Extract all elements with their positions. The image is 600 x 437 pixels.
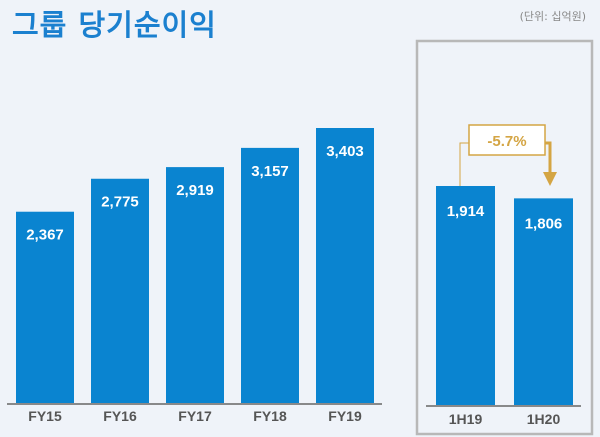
bar-FY15 — [16, 211, 74, 403]
tick-label-FY19: FY19 — [328, 408, 362, 424]
data-label-FY19: 3,403 — [326, 143, 364, 160]
change-label-box — [468, 124, 546, 156]
bar-1H20 — [514, 198, 573, 405]
down-arrow-shaft — [545, 141, 552, 172]
tick-label-FY18: FY18 — [253, 408, 287, 424]
data-label-1H20: 1,806 — [525, 215, 563, 232]
tick-label-1H19: 1H19 — [449, 411, 483, 427]
data-label-FY17: 2,919 — [176, 182, 214, 199]
bar-FY19 — [316, 128, 374, 403]
highlight-box — [415, 39, 594, 436]
tick-label-FY15: FY15 — [28, 408, 62, 424]
bar-FY17 — [166, 167, 224, 403]
unit-label: (단위: 십억원) — [519, 10, 586, 23]
data-label-1H19: 1,914 — [447, 203, 485, 220]
data-label-FY16: 2,775 — [101, 194, 139, 211]
connector-line — [459, 142, 469, 186]
page-title: 그룹 당기순이익 — [12, 8, 217, 42]
bar-FY16 — [91, 178, 149, 403]
tick-label-1H20: 1H20 — [527, 411, 561, 427]
data-label-FY18: 3,157 — [251, 163, 289, 180]
bar-FY18 — [241, 147, 299, 403]
tick-label-FY17: FY17 — [178, 408, 212, 424]
down-arrow-icon — [543, 172, 557, 186]
data-label-FY15: 2,367 — [26, 227, 64, 244]
bar-1H19 — [436, 186, 495, 405]
change-label: -5.7% — [487, 133, 526, 150]
tick-label-FY16: FY16 — [103, 408, 137, 424]
